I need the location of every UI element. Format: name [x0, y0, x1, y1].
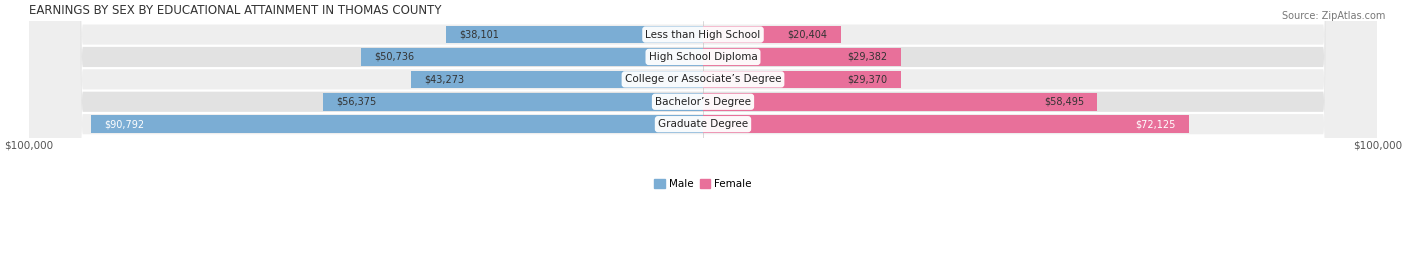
Text: Less than High School: Less than High School	[645, 29, 761, 40]
Text: $72,125: $72,125	[1136, 119, 1175, 129]
Text: Graduate Degree: Graduate Degree	[658, 119, 748, 129]
Legend: Male, Female: Male, Female	[650, 175, 756, 193]
Bar	[361, 48, 703, 66]
Text: $50,736: $50,736	[374, 52, 415, 62]
Bar	[703, 93, 1098, 110]
Bar	[703, 26, 841, 43]
Text: Bachelor’s Degree: Bachelor’s Degree	[655, 97, 751, 107]
Bar	[91, 116, 703, 133]
FancyBboxPatch shape	[28, 0, 1378, 268]
Bar	[703, 48, 901, 66]
FancyBboxPatch shape	[28, 0, 1378, 268]
Bar	[703, 116, 1189, 133]
Text: $38,101: $38,101	[460, 29, 499, 40]
Text: College or Associate’s Degree: College or Associate’s Degree	[624, 74, 782, 84]
Text: EARNINGS BY SEX BY EDUCATIONAL ATTAINMENT IN THOMAS COUNTY: EARNINGS BY SEX BY EDUCATIONAL ATTAINMEN…	[28, 4, 441, 17]
Text: Source: ZipAtlas.com: Source: ZipAtlas.com	[1281, 11, 1385, 21]
Text: $90,792: $90,792	[104, 119, 145, 129]
Bar	[411, 71, 703, 88]
Text: $20,404: $20,404	[787, 29, 827, 40]
Bar	[703, 71, 901, 88]
Bar	[323, 93, 703, 110]
Text: $29,382: $29,382	[848, 52, 887, 62]
Text: $29,370: $29,370	[848, 74, 887, 84]
Text: $43,273: $43,273	[425, 74, 465, 84]
FancyBboxPatch shape	[28, 0, 1378, 268]
Bar	[446, 26, 703, 43]
FancyBboxPatch shape	[28, 0, 1378, 268]
Text: $56,375: $56,375	[336, 97, 377, 107]
Text: $58,495: $58,495	[1043, 97, 1084, 107]
FancyBboxPatch shape	[28, 0, 1378, 268]
Text: High School Diploma: High School Diploma	[648, 52, 758, 62]
